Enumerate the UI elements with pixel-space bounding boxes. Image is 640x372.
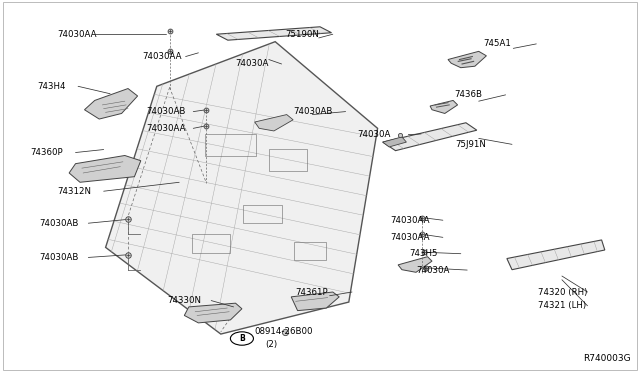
Text: 745A1: 745A1: [483, 39, 511, 48]
Bar: [205, 134, 256, 156]
Text: 74330N: 74330N: [168, 296, 202, 305]
Text: 08914-26B00: 08914-26B00: [255, 327, 313, 336]
Polygon shape: [255, 115, 293, 131]
Bar: [243, 205, 282, 223]
Text: 74361P: 74361P: [296, 288, 328, 296]
Text: 74030AB: 74030AB: [293, 107, 333, 116]
Bar: [294, 242, 326, 260]
Text: 74030AB: 74030AB: [146, 107, 186, 116]
Polygon shape: [507, 240, 605, 270]
Text: B: B: [239, 334, 244, 343]
Polygon shape: [216, 27, 332, 40]
Text: 743H4: 743H4: [37, 82, 66, 91]
Text: 74321 (LH): 74321 (LH): [538, 301, 586, 310]
Text: (2): (2): [266, 340, 278, 349]
Text: 74312N: 74312N: [58, 187, 92, 196]
Polygon shape: [106, 42, 378, 334]
Polygon shape: [84, 89, 138, 119]
Text: R740003G: R740003G: [583, 354, 630, 363]
Polygon shape: [430, 100, 458, 113]
Text: 74030AA: 74030AA: [390, 233, 430, 242]
Text: 74030A: 74030A: [357, 130, 390, 139]
Polygon shape: [383, 123, 477, 151]
Polygon shape: [383, 137, 406, 147]
Text: 74030AB: 74030AB: [40, 219, 79, 228]
Text: 74320 (RH): 74320 (RH): [538, 288, 587, 296]
Text: 743H5: 743H5: [410, 249, 438, 258]
Text: 74030A: 74030A: [416, 266, 449, 275]
Bar: [192, 234, 230, 253]
Text: 75J91N: 75J91N: [456, 140, 486, 149]
Polygon shape: [69, 155, 141, 182]
Polygon shape: [184, 303, 242, 323]
Text: 74030AA: 74030AA: [142, 52, 182, 61]
Text: 74360P: 74360P: [31, 148, 63, 157]
Text: 74030AB: 74030AB: [40, 253, 79, 262]
Polygon shape: [398, 257, 432, 272]
Text: 74030AA: 74030AA: [390, 216, 430, 225]
Text: 74030AA: 74030AA: [58, 30, 97, 39]
Text: 75190N: 75190N: [285, 30, 319, 39]
Text: 7436B: 7436B: [454, 90, 483, 99]
Polygon shape: [291, 292, 339, 311]
Text: 74030AA: 74030AA: [146, 124, 186, 133]
Bar: [269, 149, 307, 171]
Polygon shape: [448, 51, 486, 68]
Text: 74030A: 74030A: [236, 60, 269, 68]
